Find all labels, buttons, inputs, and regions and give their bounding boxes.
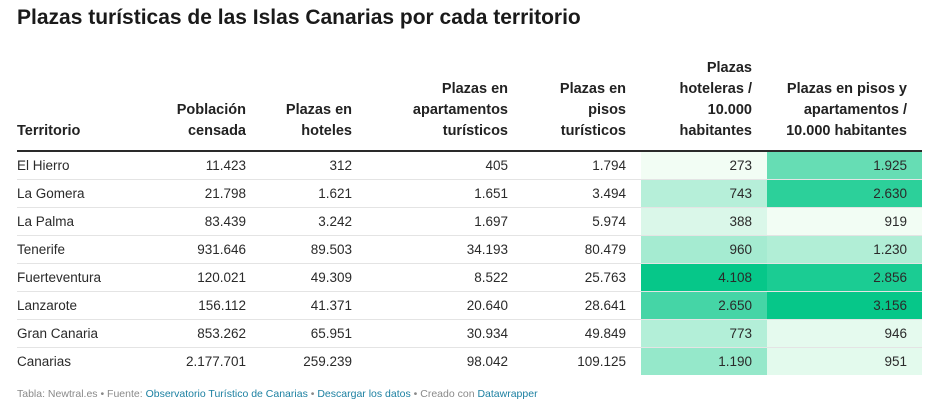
cell-hoteleras-10k: 2.650 <box>641 292 767 320</box>
cell-hoteleras-10k: 773 <box>641 320 767 348</box>
source-link[interactable]: Observatorio Turístico de Canarias <box>146 388 308 400</box>
cell-pisos-apart-10k: 2.630 <box>767 180 922 208</box>
cell-territorio: El Hierro <box>17 151 147 180</box>
data-table: Territorio Población censada Plazas en h… <box>17 58 922 375</box>
cell-apartamentos: 98.042 <box>367 348 523 376</box>
table-row: Lanzarote 156.112 41.371 20.640 28.641 2.650 3… <box>17 292 922 320</box>
download-data-link[interactable]: Descargar los datos <box>317 388 410 400</box>
table-row: Tenerife 931.646 89.503 34.193 80.479 960 1.23… <box>17 236 922 264</box>
column-header-hoteleras-10k[interactable]: Plazas hoteleras / 10.000 habitantes <box>641 58 767 151</box>
cell-pisos: 3.494 <box>523 180 641 208</box>
cell-hoteleras-10k: 960 <box>641 236 767 264</box>
cell-hoteleras-10k: 388 <box>641 208 767 236</box>
column-header-hoteles[interactable]: Plazas en hoteles <box>261 58 367 151</box>
table-row: La Palma 83.439 3.242 1.697 5.974 388 919 <box>17 208 922 236</box>
table-body: El Hierro 11.423 312 405 1.794 273 1.925 La Gom… <box>17 151 922 375</box>
cell-territorio: Canarias <box>17 348 147 376</box>
cell-apartamentos: 405 <box>367 151 523 180</box>
cell-pisos-apart-10k: 2.856 <box>767 264 922 292</box>
cell-territorio: Lanzarote <box>17 292 147 320</box>
table-row: El Hierro 11.423 312 405 1.794 273 1.925 <box>17 151 922 180</box>
cell-apartamentos: 20.640 <box>367 292 523 320</box>
table-row: Gran Canaria 853.262 65.951 30.934 49.849 773… <box>17 320 922 348</box>
cell-hoteles: 41.371 <box>261 292 367 320</box>
cell-poblacion: 2.177.701 <box>147 348 261 376</box>
table-row: La Gomera 21.798 1.621 1.651 3.494 743 2.630 <box>17 180 922 208</box>
cell-hoteleras-10k: 4.108 <box>641 264 767 292</box>
cell-hoteles: 89.503 <box>261 236 367 264</box>
table-row: Canarias 2.177.701 259.239 98.042 109.125 1.1… <box>17 348 922 376</box>
cell-poblacion: 120.021 <box>147 264 261 292</box>
cell-pisos: 49.849 <box>523 320 641 348</box>
cell-territorio: La Palma <box>17 208 147 236</box>
column-header-territorio[interactable]: Territorio <box>17 58 147 151</box>
cell-territorio: Gran Canaria <box>17 320 147 348</box>
footer-separator: • <box>308 388 318 400</box>
cell-pisos: 5.974 <box>523 208 641 236</box>
cell-pisos: 109.125 <box>523 348 641 376</box>
cell-hoteles: 312 <box>261 151 367 180</box>
cell-poblacion: 156.112 <box>147 292 261 320</box>
cell-hoteleras-10k: 743 <box>641 180 767 208</box>
column-header-pisos[interactable]: Plazas en pisos turísticos <box>523 58 641 151</box>
footer: Tabla: Newtral.es • Fuente: Observatorio… <box>17 388 538 400</box>
table-row: Fuerteventura 120.021 49.309 8.522 25.763 4.1… <box>17 264 922 292</box>
column-header-pisos-apart-10k[interactable]: Plazas en pisos y apartamentos / 10.000 … <box>767 58 922 151</box>
cell-pisos: 28.641 <box>523 292 641 320</box>
cell-poblacion: 11.423 <box>147 151 261 180</box>
cell-hoteles: 49.309 <box>261 264 367 292</box>
cell-hoteleras-10k: 1.190 <box>641 348 767 376</box>
cell-hoteles: 65.951 <box>261 320 367 348</box>
cell-pisos-apart-10k: 951 <box>767 348 922 376</box>
column-header-poblacion[interactable]: Población censada <box>147 58 261 151</box>
cell-pisos-apart-10k: 1.925 <box>767 151 922 180</box>
cell-poblacion: 853.262 <box>147 320 261 348</box>
cell-poblacion: 931.646 <box>147 236 261 264</box>
cell-apartamentos: 8.522 <box>367 264 523 292</box>
cell-pisos: 25.763 <box>523 264 641 292</box>
cell-pisos-apart-10k: 946 <box>767 320 922 348</box>
cell-hoteles: 259.239 <box>261 348 367 376</box>
page-title: Plazas turísticas de las Islas Canarias … <box>17 6 581 30</box>
cell-territorio: Fuerteventura <box>17 264 147 292</box>
cell-pisos-apart-10k: 919 <box>767 208 922 236</box>
cell-poblacion: 83.439 <box>147 208 261 236</box>
column-header-apartamentos[interactable]: Plazas en apartamentos turísticos <box>367 58 523 151</box>
footer-prefix: Tabla: Newtral.es • Fuente: <box>17 388 146 400</box>
header-row: Territorio Población censada Plazas en h… <box>17 58 922 151</box>
cell-hoteleras-10k: 273 <box>641 151 767 180</box>
cell-territorio: La Gomera <box>17 180 147 208</box>
cell-apartamentos: 30.934 <box>367 320 523 348</box>
cell-pisos-apart-10k: 3.156 <box>767 292 922 320</box>
cell-territorio: Tenerife <box>17 236 147 264</box>
cell-hoteles: 1.621 <box>261 180 367 208</box>
cell-apartamentos: 34.193 <box>367 236 523 264</box>
cell-pisos: 80.479 <box>523 236 641 264</box>
cell-hoteles: 3.242 <box>261 208 367 236</box>
cell-apartamentos: 1.697 <box>367 208 523 236</box>
datawrapper-link[interactable]: Datawrapper <box>477 388 537 400</box>
page: Plazas turísticas de las Islas Canarias … <box>0 0 947 404</box>
footer-created-with: • Creado con <box>411 388 478 400</box>
cell-pisos-apart-10k: 1.230 <box>767 236 922 264</box>
cell-pisos: 1.794 <box>523 151 641 180</box>
cell-apartamentos: 1.651 <box>367 180 523 208</box>
cell-poblacion: 21.798 <box>147 180 261 208</box>
